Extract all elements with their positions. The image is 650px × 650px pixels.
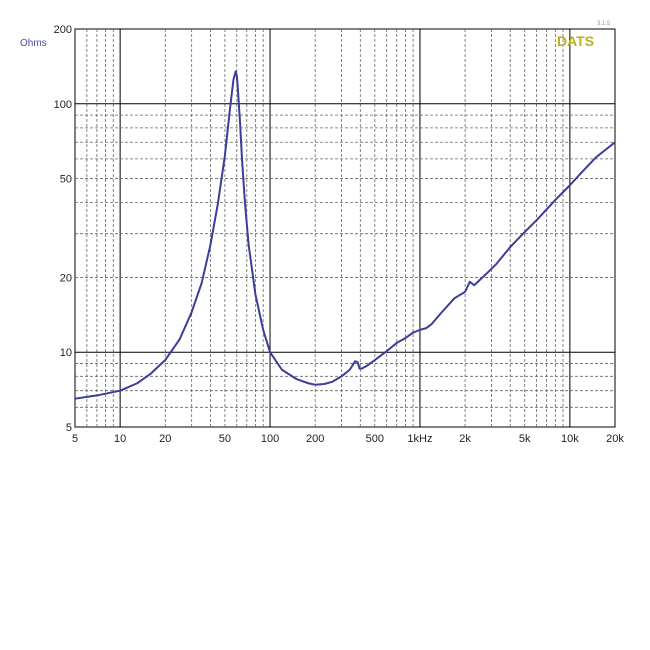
y-tick-label: 20 [60,272,72,284]
impedance-curve [74,70,616,400]
x-tick-label: 1kHz [407,433,432,445]
y-tick-label: 10 [60,347,72,359]
x-tick-label: 20 [159,433,171,445]
x-tick-label: 2k [459,433,471,445]
y-tick-label: 50 [60,174,72,186]
x-tick-label: 500 [366,433,384,445]
y-tick-labels: 5 10 20 50 100 200 [54,24,72,434]
version-mark: 3.1.5 [597,21,611,27]
x-tick-label: 200 [306,433,324,445]
x-tick-label: 10 [114,433,126,445]
x-tick-label: 50 [219,433,231,445]
x-tick-label: 5k [519,433,531,445]
y-tick-label: 200 [54,24,72,36]
plot-area [74,28,616,428]
x-tick-label: 5 [72,433,78,445]
x-tick-label: 10k [561,433,579,445]
brand-logo: DATS [557,33,594,49]
x-tick-label: 100 [261,433,279,445]
y-tick-label: 100 [54,99,72,111]
y-axis-label: Ohms [20,38,47,49]
x-tick-label: 20k [606,433,624,445]
y-tick-label: 5 [66,422,72,434]
x-tick-labels: 5 10 20 50 100 200 500 1kHz 2k 5k 10k 20k [72,433,624,445]
